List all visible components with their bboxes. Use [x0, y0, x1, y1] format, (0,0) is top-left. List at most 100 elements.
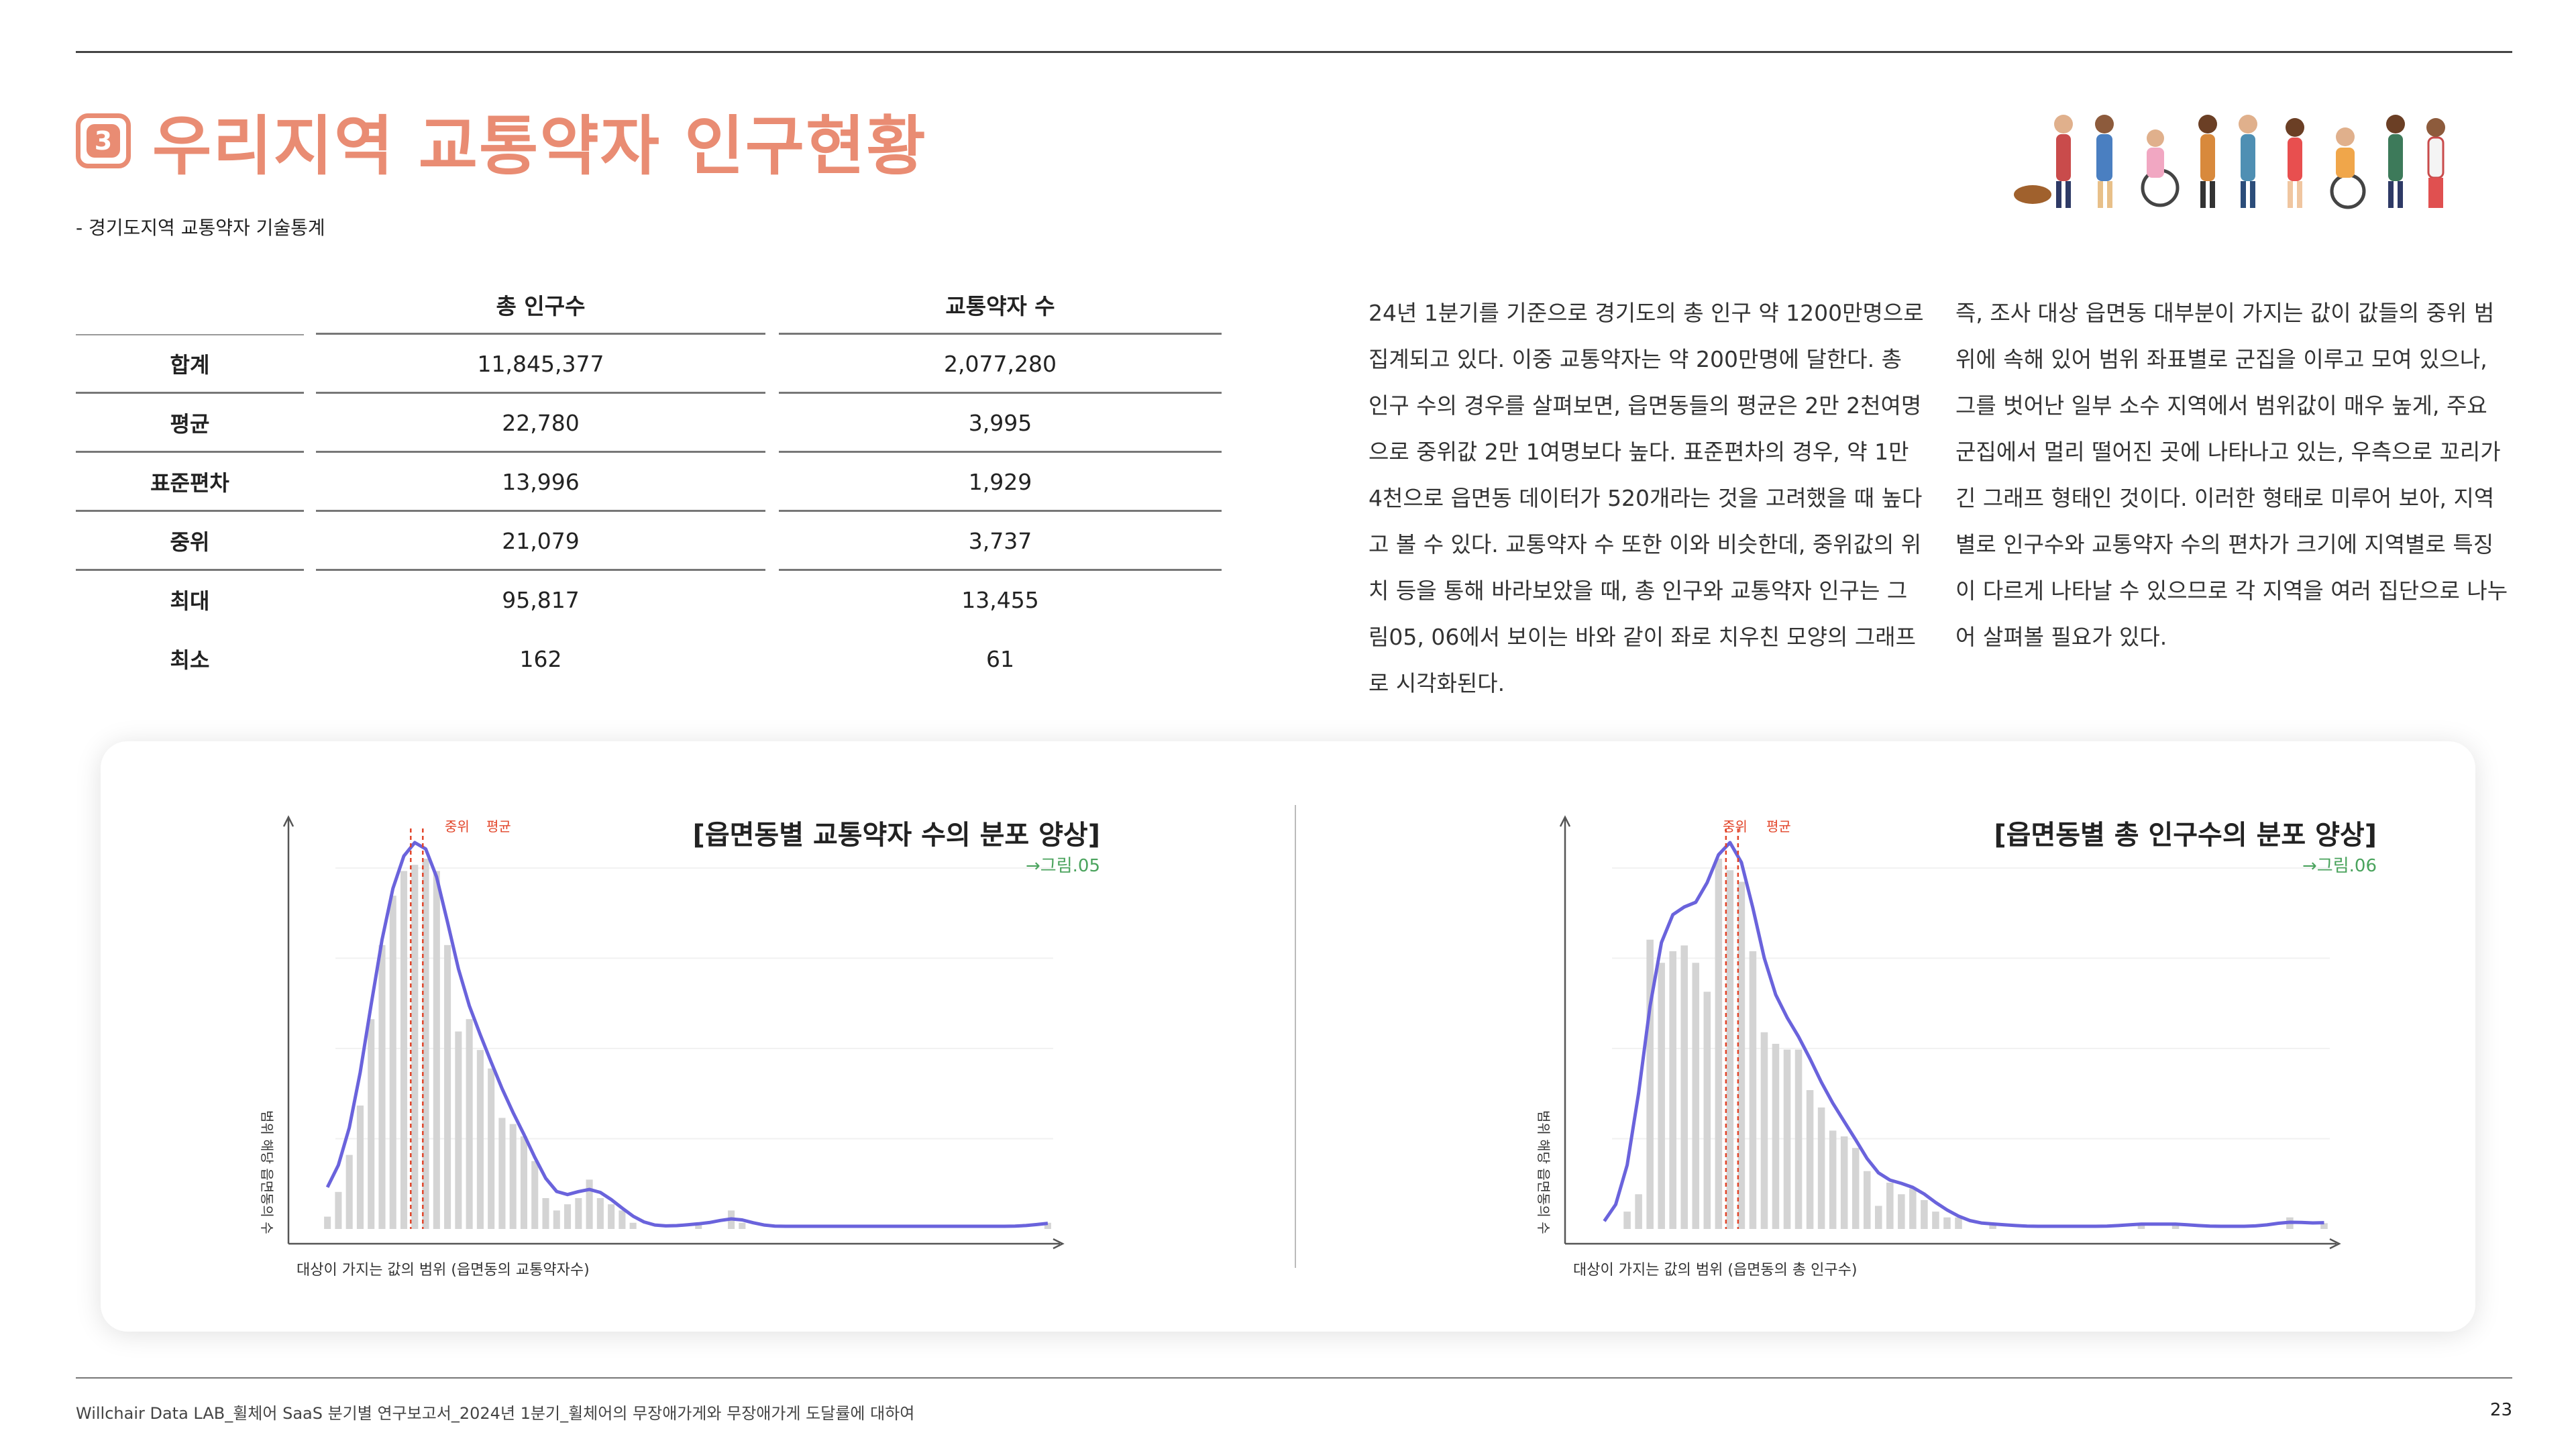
table-divider — [316, 451, 765, 453]
histogram-bar — [335, 1191, 342, 1229]
histogram-bar — [1851, 1148, 1860, 1229]
table-header-cell: 총 인구수 — [496, 293, 586, 319]
section-number-badge: 3 — [76, 113, 131, 168]
footer-rule — [76, 1377, 2512, 1379]
row-label: 중위 — [170, 529, 210, 555]
stats-table: 총 인구수 교통약자 수 합계 11,845,377 2,077,280 평균 … — [76, 275, 1222, 688]
histogram-bar — [1772, 1044, 1780, 1229]
table-divider — [779, 333, 1222, 335]
histogram-bar — [1646, 939, 1654, 1229]
histogram-bar — [2137, 1223, 2145, 1229]
histogram-bar — [1840, 1136, 1848, 1229]
chart-divider — [1295, 805, 1296, 1268]
histogram-bar — [1635, 1194, 1642, 1229]
table-divider — [76, 451, 304, 453]
histogram-bar — [455, 1031, 462, 1229]
people-illustration — [2014, 115, 2445, 209]
cell-vulnerable: 3,995 — [968, 409, 1032, 436]
cell-total: 162 — [519, 645, 562, 672]
table-row: 평균 22,780 3,995 — [76, 393, 1222, 452]
table-divider — [76, 510, 304, 512]
chart-population-distribution: [읍면동별 총 인구수의 분포 양상] →그림.06 중위 평균 범위 해당 읍… — [1532, 805, 2377, 1279]
histogram-bar — [2320, 1223, 2328, 1229]
table-row: 중위 21,079 3,737 — [76, 511, 1222, 570]
histogram-bar — [1715, 859, 1723, 1229]
table-divider — [316, 510, 765, 512]
histogram-bar — [1623, 1212, 1631, 1229]
histogram-bar — [488, 1068, 495, 1229]
histogram-bar — [629, 1222, 637, 1229]
histogram-bar — [575, 1198, 582, 1229]
chart-title: [읍면동별 총 인구수의 분포 양상] — [1994, 820, 2377, 851]
y-axis-arrow — [282, 815, 294, 827]
section-subtitle: - 경기도지역 교통약자 기술통계 — [76, 217, 325, 239]
cell-vulnerable: 13,455 — [961, 586, 1039, 613]
histogram-bar — [1703, 991, 1711, 1229]
cell-vulnerable: 1,929 — [968, 468, 1032, 495]
histogram-bar — [345, 1155, 353, 1229]
x-axis-arrow — [1053, 1238, 1065, 1250]
figure-reference: →그림.06 — [2302, 856, 2377, 876]
histogram-bar — [1874, 1205, 1882, 1229]
cell-total: 11,845,377 — [477, 350, 604, 377]
cell-total: 22,780 — [502, 409, 580, 436]
histogram-bar — [1898, 1194, 1905, 1229]
table-header-cell: 교통약자 수 — [945, 293, 1055, 319]
page-number: 23 — [2489, 1400, 2512, 1420]
density-curve — [325, 841, 1049, 1228]
median-label: 중위 — [445, 818, 470, 835]
table-divider — [316, 569, 765, 571]
table-divider — [316, 333, 765, 335]
histogram-bar — [586, 1179, 593, 1229]
histogram-bar — [553, 1210, 560, 1229]
histogram-bar — [433, 871, 440, 1229]
histogram-bar — [1749, 951, 1757, 1229]
cell-vulnerable: 61 — [986, 645, 1014, 672]
histogram-bar — [1909, 1188, 1917, 1229]
table-row: 표준편차 13,996 1,929 — [76, 452, 1222, 511]
histogram-bar — [1921, 1199, 1928, 1229]
histogram-bar — [400, 871, 408, 1229]
histogram-bar — [1806, 1090, 1814, 1229]
table-divider — [779, 510, 1222, 512]
charts-card — [101, 741, 2475, 1332]
chart-vulnerable-distribution: [읍면동별 교통약자 수의 분포 양상] →그림.05 중위 평균 범위 해당 … — [255, 805, 1100, 1279]
y-axis-label: 범위 해당 읍면동의 수 — [1536, 1110, 1552, 1234]
histogram-bar — [498, 1118, 506, 1229]
histogram-bar — [509, 1124, 517, 1229]
y-axis-arrow — [1559, 815, 1571, 827]
density-curve — [1603, 841, 2324, 1228]
histogram-bar — [739, 1222, 746, 1229]
cell-vulnerable: 2,077,280 — [944, 350, 1057, 377]
top-rule — [76, 51, 2512, 53]
histogram-bar — [476, 1050, 484, 1229]
median-label: 중위 — [1723, 818, 1748, 835]
section-header: 3 우리지역 교통약자 인구현황 — [76, 94, 927, 187]
histogram-bar — [531, 1161, 539, 1229]
histogram-bar — [1692, 963, 1700, 1229]
histogram-bar — [389, 896, 396, 1229]
table-divider — [316, 392, 765, 394]
histogram-bar — [1886, 1183, 1894, 1229]
histogram-bar — [520, 1136, 528, 1229]
histogram-bar — [542, 1198, 549, 1229]
paragraph-left: 24년 1분기를 기준으로 경기도의 총 인구 약 1200만명으로 집계되고 … — [1368, 300, 1924, 696]
table-header-row: 총 인구수 교통약자 수 — [76, 275, 1222, 334]
histogram-bar — [368, 1019, 375, 1229]
histogram-bar — [411, 865, 419, 1229]
histogram-bar — [596, 1198, 604, 1229]
table-row: 합계 11,845,377 2,077,280 — [76, 334, 1222, 393]
figure-reference: →그림.05 — [1026, 856, 1100, 876]
x-axis-arrow — [2329, 1238, 2341, 1250]
table-divider — [76, 569, 304, 571]
cell-total: 21,079 — [502, 527, 580, 554]
row-label: 최대 — [170, 588, 210, 614]
row-label: 최소 — [170, 647, 210, 673]
histogram-bar — [378, 945, 386, 1229]
histogram-bar — [1817, 1107, 1825, 1229]
table-divider — [779, 451, 1222, 453]
cell-vulnerable: 3,737 — [968, 527, 1032, 554]
histogram-bar — [608, 1204, 615, 1229]
histogram-bar — [695, 1222, 702, 1229]
page-title: 우리지역 교통약자 인구현황 — [152, 109, 927, 184]
